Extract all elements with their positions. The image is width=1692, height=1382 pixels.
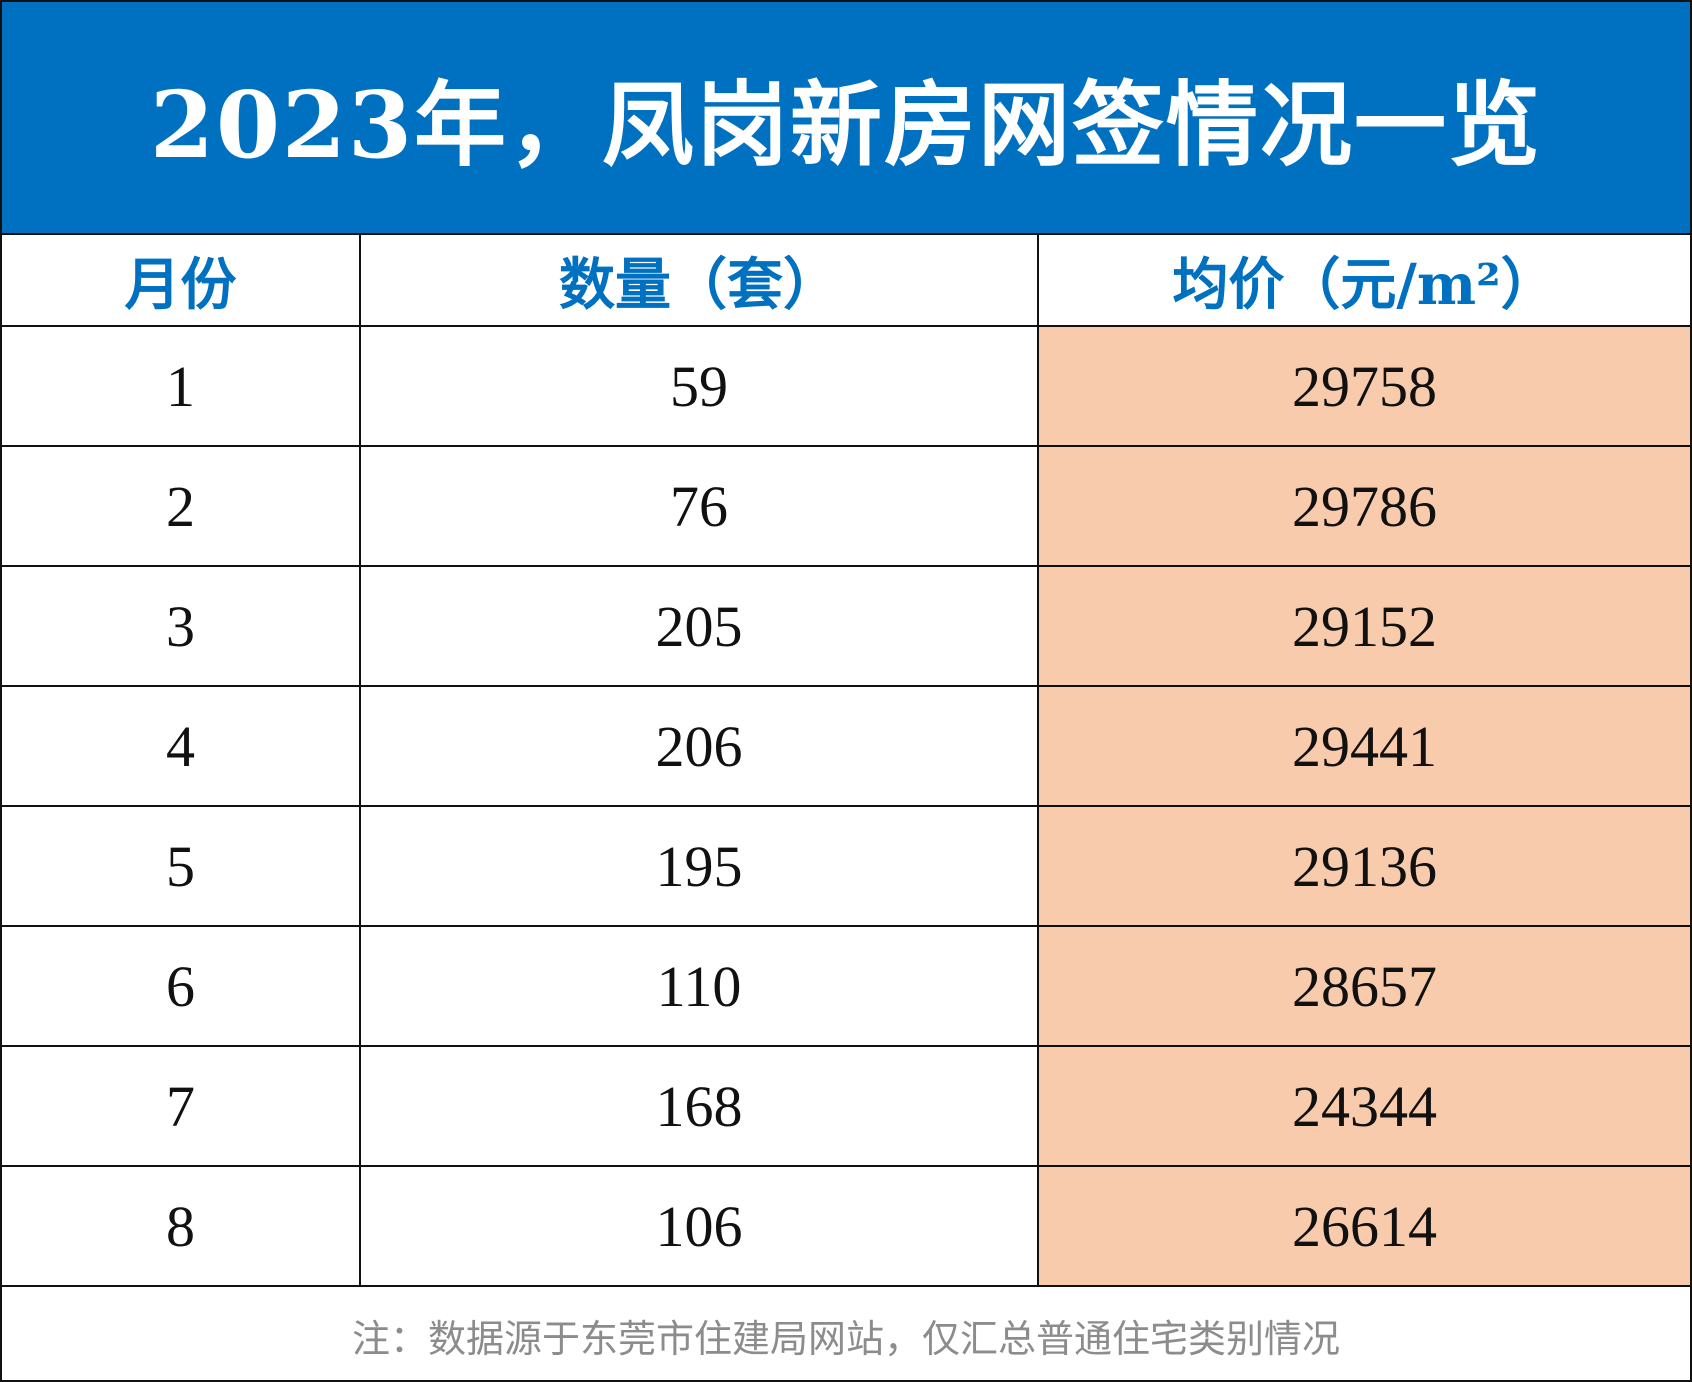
header-row: 月份 数量（套） 均价（元/m²） — [2, 235, 1690, 327]
quantity-cell: 59 — [359, 325, 1039, 447]
avg-price-cell: 28657 — [1037, 925, 1690, 1047]
quantity-cell: 110 — [359, 925, 1039, 1047]
quantity-cell: 205 — [359, 565, 1039, 687]
table-row: 7 168 24344 — [2, 1045, 1690, 1167]
avg-price-cell: 24344 — [1037, 1045, 1690, 1167]
table-row: 4 206 29441 — [2, 685, 1690, 807]
quantity-cell: 206 — [359, 685, 1039, 807]
month-cell: 6 — [2, 925, 361, 1047]
quantity-cell: 168 — [359, 1045, 1039, 1167]
avg-price-cell: 29758 — [1037, 325, 1690, 447]
table-row: 1 59 29758 — [2, 325, 1690, 447]
month-cell: 2 — [2, 445, 361, 567]
table-row: 6 110 28657 — [2, 925, 1690, 1047]
quantity-cell: 106 — [359, 1165, 1039, 1287]
quantity-cell: 195 — [359, 805, 1039, 927]
table-row: 2 76 29786 — [2, 445, 1690, 567]
month-cell: 5 — [2, 805, 361, 927]
month-cell: 3 — [2, 565, 361, 687]
month-cell: 8 — [2, 1165, 361, 1287]
avg-price-cell: 29786 — [1037, 445, 1690, 567]
month-cell: 1 — [2, 325, 361, 447]
table-row: 8 106 26614 — [2, 1165, 1690, 1287]
header-month: 月份 — [2, 235, 361, 327]
month-cell: 7 — [2, 1045, 361, 1167]
table-row: 5 195 29136 — [2, 805, 1690, 927]
header-quantity: 数量（套） — [359, 235, 1039, 327]
avg-price-cell: 29152 — [1037, 565, 1690, 687]
source-footnote: 注：数据源于东莞市住建局网站，仅汇总普通住宅类别情况 — [351, 1316, 1340, 1361]
avg-price-cell: 29441 — [1037, 685, 1690, 807]
data-table: 月份 数量（套） 均价（元/m²） 1 59 29758 2 76 29786 … — [2, 235, 1690, 1287]
table-title: 2023年，凤岗新房网签情况一览 — [2, 2, 1690, 235]
quantity-cell: 76 — [359, 445, 1039, 567]
avg-price-cell: 26614 — [1037, 1165, 1690, 1287]
table-row: 3 205 29152 — [2, 565, 1690, 687]
header-avg-price: 均价（元/m²） — [1037, 235, 1690, 327]
avg-price-cell: 29136 — [1037, 805, 1690, 927]
month-cell: 4 — [2, 685, 361, 807]
